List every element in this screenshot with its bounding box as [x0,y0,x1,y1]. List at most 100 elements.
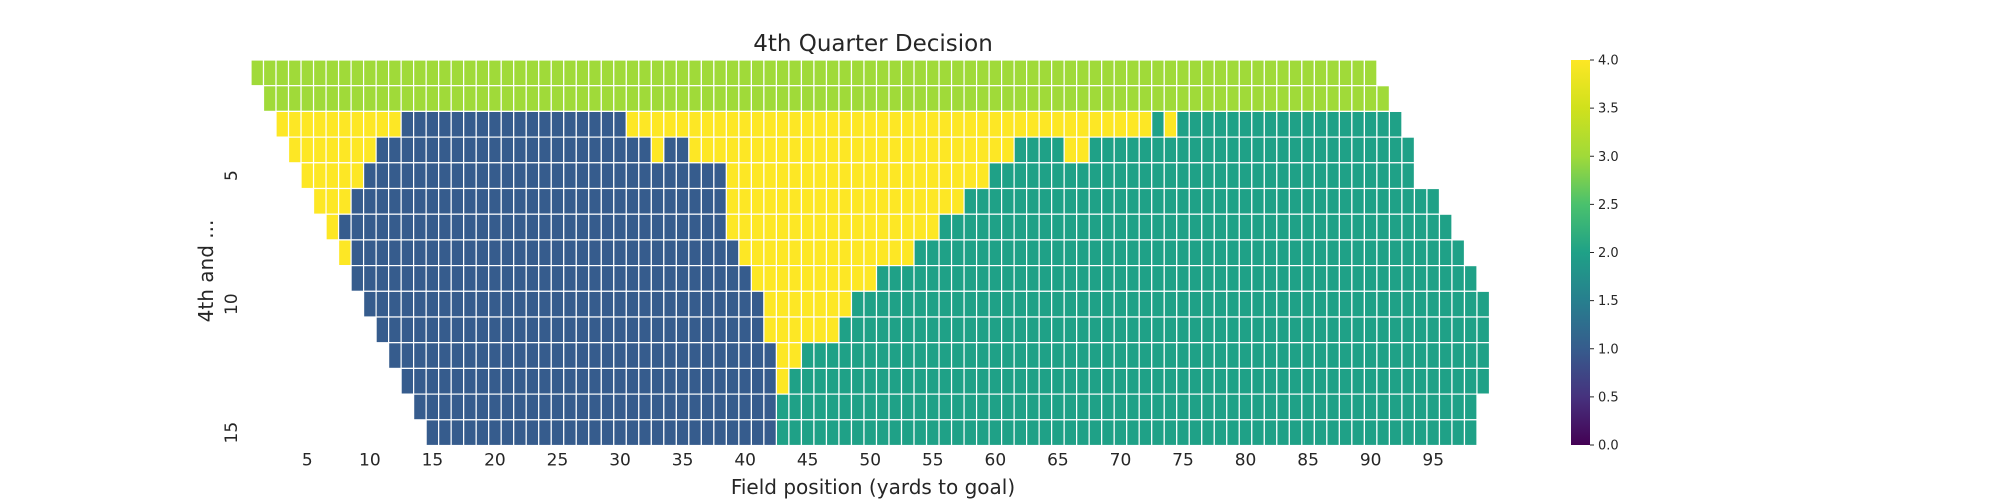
heatmap-cell [600,85,615,112]
heatmap-cell [1388,162,1403,190]
heatmap-cell [1301,419,1315,447]
heatmap-cell [613,110,627,138]
heatmap-cell [1138,393,1153,421]
heatmap-cell [600,59,615,87]
heatmap-cell [713,393,727,421]
heatmap-cell [1351,187,1365,215]
heatmap-cell [1376,316,1391,344]
heatmap-cell [1026,136,1040,164]
heatmap-cell [750,367,765,395]
heatmap-cell [1188,110,1203,138]
heatmap-cell [563,59,577,87]
heatmap-cell [1326,239,1340,267]
heatmap-cell [463,290,477,318]
heatmap-cell [1213,110,1228,138]
heatmap-cell [337,187,352,215]
heatmap-cell [463,367,477,395]
heatmap-cell [1101,136,1115,164]
heatmap-cell [775,136,790,164]
heatmap-cell [1076,265,1090,292]
heatmap-cell [775,393,790,421]
heatmap-cell [850,419,865,447]
heatmap-cell [1026,290,1040,318]
heatmap-cell [588,162,602,190]
heatmap-cell [1276,419,1290,447]
heatmap-cell [575,342,590,370]
heatmap-cell [938,162,953,190]
heatmap-cell [513,85,527,112]
heatmap-cell [300,110,315,138]
heatmap-cell [875,367,890,395]
heatmap-cell [375,239,390,267]
heatmap-cell [888,316,903,344]
heatmap-cell [1338,419,1353,447]
heatmap-cell [525,367,540,395]
heatmap-cell [713,265,727,292]
heatmap-cell [1026,85,1040,112]
heatmap-cell [1188,136,1203,164]
heatmap-cell [913,419,928,447]
heatmap-cell [1338,290,1353,318]
heatmap-cell [1038,265,1053,292]
heatmap-cell [1000,110,1015,138]
heatmap-cell [500,419,515,447]
heatmap-cell [525,162,540,190]
heatmap-cell [763,316,778,344]
heatmap-cell [1000,342,1015,370]
heatmap-cell [538,162,552,190]
heatmap-cell [1351,342,1365,370]
heatmap-cell [888,393,903,421]
heatmap-cell [1201,316,1215,344]
heatmap-cell [388,265,402,292]
heatmap-cell [1138,136,1153,164]
heatmap-cell [913,265,928,292]
heatmap-cell [1051,136,1065,164]
heatmap-cell [963,342,978,370]
heatmap-cell [850,59,865,87]
heatmap-cell [1176,419,1190,447]
heatmap-cell [863,187,878,215]
x-tick-label: 75 [1172,451,1194,471]
heatmap-cell [738,110,753,138]
heatmap-cell [375,85,390,112]
heatmap-cell [600,342,615,370]
heatmap-cell [963,239,978,267]
heatmap-cell [1263,136,1278,164]
heatmap-cell [1138,419,1153,447]
heatmap-cell [988,59,1003,87]
heatmap-cell [1101,419,1115,447]
heatmap-cell [1076,110,1090,138]
heatmap-cell [1238,187,1253,215]
heatmap-cell [813,265,828,292]
heatmap-cell [400,213,415,241]
heatmap-cell [450,59,465,87]
heatmap-cell [413,239,427,267]
heatmap-cell [1026,59,1040,87]
heatmap-cell [800,393,815,421]
x-tick-label: 35 [672,451,694,471]
heatmap-cell [1313,342,1328,370]
heatmap-cell [725,393,740,421]
heatmap-cell [350,59,365,87]
heatmap-cell [1288,290,1303,318]
heatmap-cell [1326,393,1340,421]
heatmap-cell [763,59,778,87]
heatmap-cell [513,342,527,370]
heatmap-cell [1263,393,1278,421]
heatmap-cell [1013,213,1028,241]
heatmap-cell [1101,59,1115,87]
heatmap-cell [750,290,765,318]
heatmap-cell [1451,342,1466,370]
heatmap-cell [875,239,890,267]
heatmap-cell [750,110,765,138]
heatmap-cell [475,342,490,370]
heatmap-cell [900,136,915,164]
heatmap-cell [913,85,928,112]
heatmap-cell [1338,265,1353,292]
heatmap-cell [838,136,853,164]
heatmap-cell [1138,162,1153,190]
heatmap-cell [300,59,315,87]
heatmap-cell [262,85,277,112]
heatmap-cell [1126,162,1140,190]
heatmap-cell [1051,110,1065,138]
